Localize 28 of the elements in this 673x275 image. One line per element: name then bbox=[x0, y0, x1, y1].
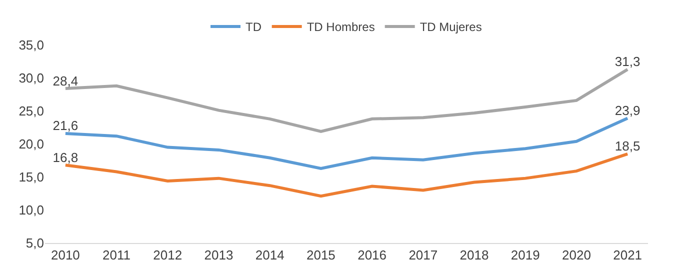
data-label: 23,9 bbox=[614, 103, 640, 118]
legend-label: TD Mujeres bbox=[420, 20, 482, 34]
y-tick-label: 35,0 bbox=[18, 38, 44, 53]
y-tick-label: 25,0 bbox=[18, 104, 44, 119]
x-tick-label: 2020 bbox=[562, 248, 591, 263]
x-tick-label: 2014 bbox=[255, 248, 284, 263]
data-label: 16,8 bbox=[52, 150, 78, 165]
x-tick-label: 2016 bbox=[358, 248, 387, 263]
data-label: 21,6 bbox=[52, 118, 78, 134]
x-tick-label: 2019 bbox=[510, 248, 540, 263]
y-tick-label: 20,0 bbox=[18, 136, 44, 152]
data-label: 31,3 bbox=[614, 54, 640, 70]
y-tick-label: 15,0 bbox=[18, 170, 44, 185]
legend-label: TD Hombres bbox=[306, 20, 375, 34]
x-tick-label: 2013 bbox=[204, 248, 234, 263]
data-label: 28,4 bbox=[52, 73, 78, 88]
x-tick-label: 2017 bbox=[408, 248, 438, 263]
data-label: 18,5 bbox=[614, 138, 640, 154]
y-tick-label: 30,0 bbox=[18, 70, 44, 86]
x-tick-label: 2015 bbox=[306, 248, 336, 263]
x-tick-label: 2021 bbox=[613, 248, 642, 263]
x-tick-label: 2011 bbox=[102, 248, 131, 263]
legend-label: TD bbox=[246, 20, 262, 34]
x-tick-label: 2018 bbox=[460, 248, 489, 263]
y-tick-label: 5,0 bbox=[26, 236, 44, 251]
x-tick-label: 2012 bbox=[153, 248, 182, 263]
x-tick-label: 2010 bbox=[50, 248, 80, 263]
y-tick-label: 10,0 bbox=[18, 202, 44, 218]
